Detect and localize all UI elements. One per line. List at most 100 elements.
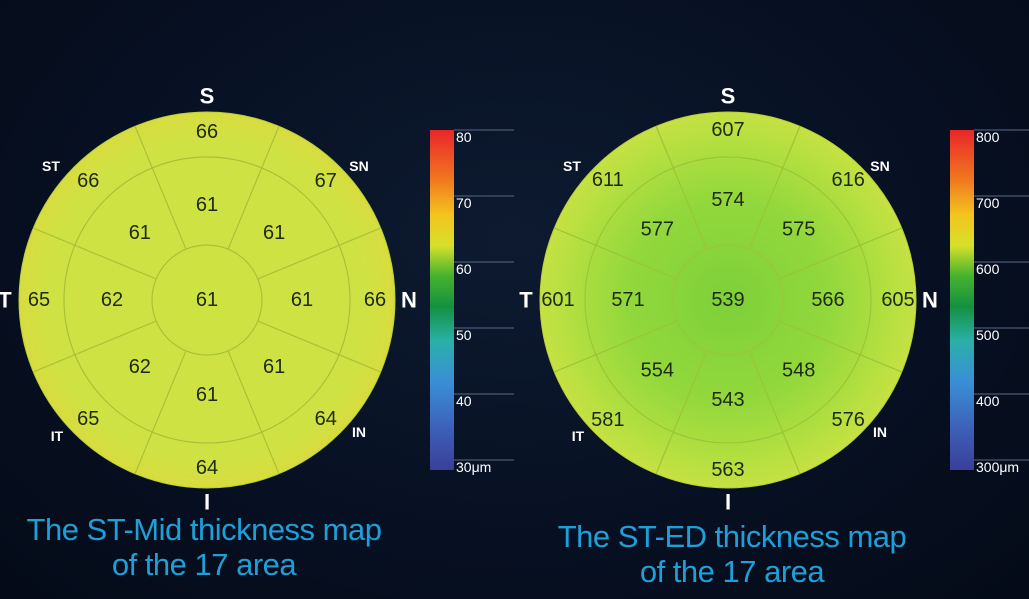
inner-value-in: 548 [782,360,815,382]
st-ed-thickness-map: 539 574 607 575 616 566 605 548 576 543 563 554 581 5… [519,84,938,515]
direction-superotemporal: ST [42,158,60,174]
sector-divider [554,320,678,373]
outer-value-st: 611 [592,169,624,191]
st-mid-caption: The ST-Mid thickness map of the 17 area [0,512,414,582]
scale-tick-label: 400 [976,393,1000,409]
sector-divider [655,126,708,250]
sector-divider [33,227,157,280]
sector-divider [134,126,187,250]
center-ring [151,244,263,356]
direction-inferotemporal: IT [572,428,585,444]
sector-divider [778,320,902,373]
scale-tick-label: 700 [976,195,1000,211]
outer-value-s: 66 [196,121,218,143]
outer-value-in: 64 [315,408,337,430]
outer-value-st: 66 [77,170,99,192]
inner-value-st: 577 [641,218,674,240]
st-ed-color-scale: 800 700 600 500 400 300μm [950,129,1029,475]
sector-divider [257,227,381,280]
scale-tick-label: 500 [976,327,1000,343]
sector-divider [748,350,801,474]
center-value: 539 [711,289,744,311]
outer-value-t: 601 [541,289,574,311]
inner-value-n: 61 [291,289,313,311]
st-mid-color-scale: 80 70 60 50 40 30μm [430,129,514,475]
inner-value-it: 554 [641,360,674,382]
inner-value-in: 61 [263,356,285,378]
direction-superior: S [200,84,215,109]
outer-value-t: 65 [28,289,50,311]
direction-inferonasal: IN [352,424,366,440]
inner-value-s: 574 [711,189,744,211]
outer-value-it: 581 [591,409,624,431]
center-value: 61 [196,289,218,311]
sector-lines [33,126,381,474]
direction-inferior: I [725,490,731,515]
direction-inferotemporal: IT [51,428,64,444]
caption-line-2: of the 17 area [111,547,297,582]
outer-value-i: 563 [711,459,744,481]
inner-value-st: 61 [129,222,151,244]
middle-ring [584,156,872,444]
direction-nasal: N [401,288,417,313]
color-scale-bar [950,130,974,470]
sector-divider [655,350,708,474]
scale-tick-label: 40 [456,393,472,409]
sector-divider [134,350,187,474]
sector-values: 61 61 66 61 67 61 66 61 64 61 64 62 65 62 65 61 66 [28,121,386,479]
direction-temporal: T [0,288,12,313]
inner-value-s: 61 [196,194,218,216]
inner-value-sn: 61 [263,222,285,244]
inner-value-sn: 575 [782,218,815,240]
scale-tick-label: 30μm [456,459,491,475]
center-ring [672,244,784,356]
scale-tick-label: 800 [976,129,1000,145]
direction-inferior: I [204,490,210,515]
direction-superonasal: SN [349,158,368,174]
sector-divider [33,320,157,373]
scale-tick-label: 80 [456,129,472,145]
color-scale-ticks: 800 700 600 500 400 300μm [974,129,1029,475]
direction-nasal: N [922,288,938,313]
sector-divider [227,350,280,474]
direction-superior: S [721,84,736,109]
scale-tick-label: 60 [456,261,472,277]
inner-value-it: 62 [129,356,151,378]
direction-superotemporal: ST [563,158,581,174]
sector-divider [554,227,678,280]
inner-value-t: 62 [101,289,123,311]
sector-divider [227,126,280,250]
sector-values: 539 574 607 575 616 566 605 548 576 543 563 554 581 5… [541,119,914,481]
outer-value-sn: 67 [315,170,337,192]
middle-ring [63,156,351,444]
scale-tick-label: 600 [976,261,1000,277]
map-disk [18,111,396,489]
outer-value-i: 64 [196,457,218,479]
outer-value-n: 66 [364,289,386,311]
outer-value-s: 607 [711,119,744,141]
direction-inferonasal: IN [873,424,887,440]
inner-value-n: 566 [811,289,844,311]
sector-lines [554,126,902,474]
direction-temporal: T [519,288,533,313]
outer-value-in: 576 [832,409,865,431]
sector-divider [778,227,902,280]
inner-value-i: 61 [196,384,218,406]
scale-tick-label: 70 [456,195,472,211]
caption-line-1: The ST-Mid thickness map [26,512,382,547]
scale-tick-label: 50 [456,327,472,343]
color-scale-ticks: 80 70 60 50 40 30μm [454,129,514,475]
st-ed-caption: The ST-ED thickness map of the 17 area [522,519,942,589]
scale-tick-label: 300μm [976,459,1019,475]
outer-value-n: 605 [881,289,914,311]
inner-value-t: 571 [611,289,644,311]
color-scale-bar [430,130,454,470]
inner-value-i: 543 [711,389,744,411]
map-disk [539,111,917,489]
direction-superonasal: SN [870,158,889,174]
outer-value-sn: 616 [832,169,865,191]
